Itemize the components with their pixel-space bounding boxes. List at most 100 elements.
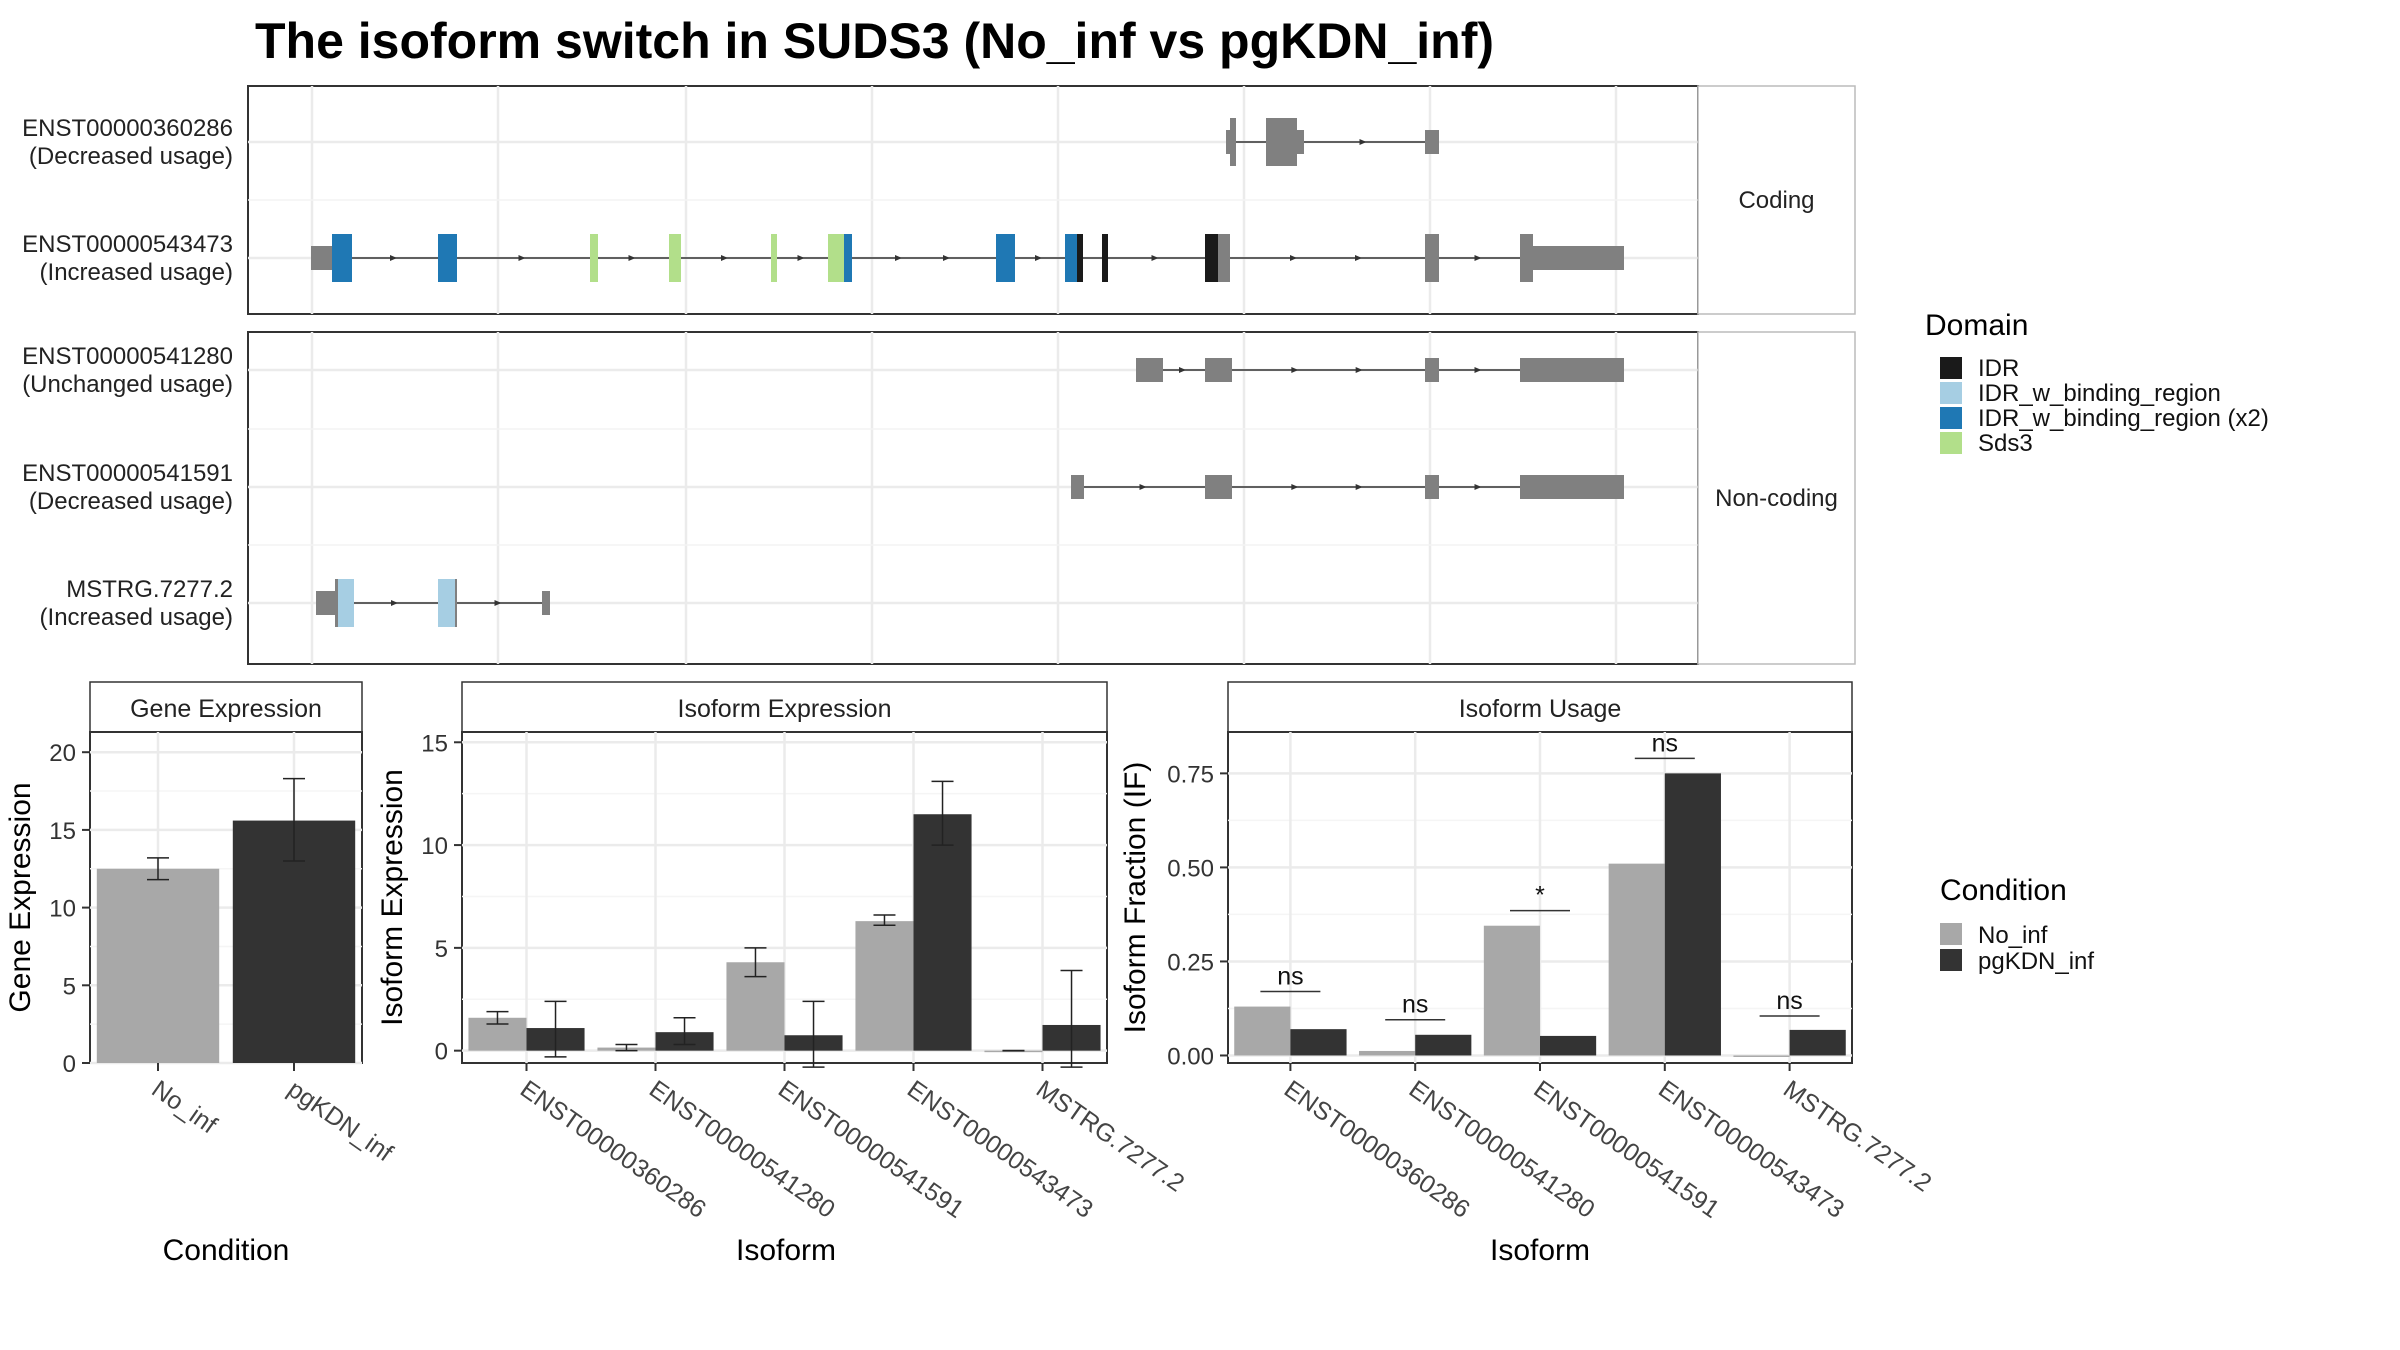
utr-exon <box>1136 358 1163 382</box>
direction-arrow <box>390 255 397 261</box>
direction-arrow <box>943 255 950 261</box>
isoform-usage-label: (Unchanged usage) <box>22 371 233 398</box>
coding-exon <box>1520 234 1533 282</box>
y-tick-label: 0 <box>63 1051 76 1078</box>
domain-block <box>844 234 852 282</box>
y-tick-label: 10 <box>49 896 76 923</box>
utr-exon <box>1205 358 1232 382</box>
panel-title: Gene Expression <box>130 695 322 723</box>
condition-legend-label: No_inf <box>1978 922 2048 949</box>
direction-arrow <box>721 255 728 261</box>
direction-arrow <box>1355 484 1363 490</box>
y-axis-title: Isoform Expression <box>376 769 409 1026</box>
significance-label: ns <box>1776 987 1802 1015</box>
domain-block <box>669 234 681 282</box>
y-axis-title: Gene Expression <box>4 782 37 1012</box>
coding-exon <box>1230 118 1236 166</box>
isoform-usage-label: (Decreased usage) <box>29 143 233 170</box>
direction-arrow <box>1355 255 1362 261</box>
bar <box>1733 1055 1790 1057</box>
domain-legend-swatch <box>1940 432 1962 454</box>
direction-arrow <box>1151 255 1159 261</box>
direction-arrow <box>1290 255 1297 261</box>
panel-title: Isoform Expression <box>678 695 892 723</box>
facet-strip-label: Non-coding <box>1715 485 1838 512</box>
y-tick-label: 20 <box>49 740 76 767</box>
domain-legend-swatch <box>1940 357 1962 379</box>
domain-legend-label: IDR_w_binding_region (x2) <box>1978 405 2269 432</box>
isoform-label: ENST00000541591 <box>22 460 233 487</box>
y-tick-label: 15 <box>421 730 448 757</box>
significance-label: * <box>1535 882 1545 910</box>
x-axis-title: Condition <box>163 1234 290 1267</box>
y-tick-label: 15 <box>49 818 76 845</box>
x-tick-label: No_inf <box>147 1075 222 1139</box>
bar <box>855 921 914 1051</box>
y-tick-label: 0.75 <box>1167 761 1214 788</box>
legends: Domain IDRIDR_w_binding_regionIDR_w_bindi… <box>1925 309 2269 975</box>
utr-exon <box>1425 130 1439 154</box>
y-tick-label: 5 <box>63 973 76 1000</box>
domain-legend-label: IDR <box>1978 355 2019 382</box>
y-tick-label: 10 <box>421 833 448 860</box>
domain-block <box>590 234 598 282</box>
domain-legend-label: IDR_w_binding_region <box>1978 380 2221 407</box>
direction-arrow <box>518 255 526 261</box>
condition-legend-swatch <box>1940 949 1962 971</box>
direction-arrow <box>1359 139 1367 145</box>
figure-title: The isoform switch in SUDS3 (No_inf vs p… <box>255 13 1494 69</box>
domain-legend-title: Domain <box>1925 309 2028 342</box>
coding-exon <box>1266 118 1297 166</box>
facet-strip <box>1697 331 1856 665</box>
isoform-label: MSTRG.7277.2 <box>66 576 233 603</box>
bar <box>1483 925 1540 1056</box>
direction-arrow <box>895 255 902 261</box>
direction-arrow <box>1355 367 1363 373</box>
domain-legend-swatch <box>1940 407 1962 429</box>
panel-strip <box>1227 681 1853 733</box>
panel-strip <box>89 681 363 733</box>
isoform-label: ENST00000360286 <box>22 115 233 142</box>
direction-arrow <box>1474 255 1482 261</box>
significance-label: ns <box>1402 991 1428 1019</box>
direction-arrow <box>1474 484 1482 490</box>
significance-label: ns <box>1652 729 1678 757</box>
bar <box>1789 1029 1846 1056</box>
isoform-label: ENST00000541280 <box>22 343 233 370</box>
utr-exon <box>316 591 335 615</box>
domain-legend-swatch <box>1940 382 1962 404</box>
domain-block <box>1102 234 1108 282</box>
utr-exon <box>1226 130 1230 154</box>
utr-exon <box>1425 358 1439 382</box>
direction-arrow <box>1474 367 1482 373</box>
utr-exon <box>1520 358 1624 382</box>
y-axis-title: Isoform Fraction (IF) <box>1119 762 1152 1034</box>
direction-arrow <box>391 600 398 606</box>
condition-legend-label: pgKDN_inf <box>1978 948 2094 975</box>
isoform-usage-label: (Increased usage) <box>40 604 233 631</box>
structure-panel <box>247 331 1699 665</box>
bar <box>1234 1006 1291 1056</box>
utr-exon <box>1071 475 1084 499</box>
domain-block <box>828 234 844 282</box>
domain-block <box>1205 234 1218 282</box>
direction-arrow <box>494 600 502 606</box>
direction-arrow <box>1291 484 1299 490</box>
domain-legend-label: Sds3 <box>1978 430 2033 457</box>
utr-exon <box>1520 475 1624 499</box>
domain-block <box>438 234 457 282</box>
bar <box>1290 1029 1347 1056</box>
direction-arrow <box>1139 484 1147 490</box>
utr-exon <box>1533 246 1624 270</box>
condition-legend-swatch <box>1940 923 1962 945</box>
domain-block <box>996 234 1015 282</box>
bar <box>1540 1035 1597 1056</box>
utr-exon <box>1205 475 1232 499</box>
bar <box>913 814 972 1051</box>
y-tick-label: 0 <box>435 1039 448 1066</box>
domain-block <box>1065 234 1077 282</box>
isoform-label: ENST00000543473 <box>22 231 233 258</box>
bar-plots: Gene Expression 0 5 10 15 20 No_inf pgKDN_inf Ge… <box>4 681 1936 1267</box>
direction-arrow <box>1035 255 1042 261</box>
